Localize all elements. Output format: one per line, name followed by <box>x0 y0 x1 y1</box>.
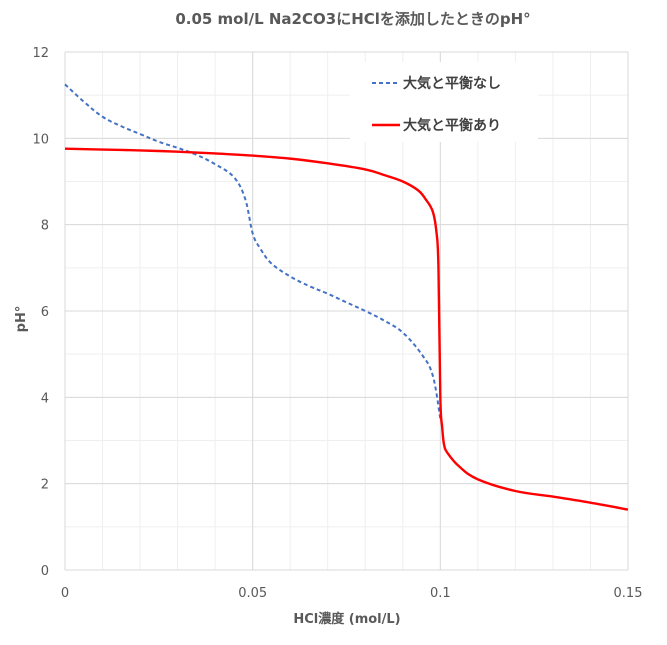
y-tick-label: 4 <box>41 391 49 406</box>
chart-title: 0.05 mol/L Na2CO3にHClを添加したときのpH° <box>175 10 530 28</box>
legend-label-equilibrium: 大気と平衡あり <box>403 117 501 134</box>
y-axis-tick-labels: 0 2 4 6 8 10 12 <box>32 46 49 579</box>
x-tick-label: 0.15 <box>614 586 643 601</box>
x-tick-label: 0 <box>61 586 69 601</box>
x-tick-label: 0.1 <box>430 586 451 601</box>
x-tick-label: 0.05 <box>238 586 267 601</box>
major-gridlines <box>64 51 629 571</box>
legend: 大気と平衡なし 大気と平衡あり <box>350 62 538 142</box>
legend-label-no-equilibrium: 大気と平衡なし <box>403 75 501 92</box>
x-axis-tick-labels: 0 0.05 0.1 0.15 <box>61 586 643 601</box>
x-axis-title: HCl濃度 (mol/L) <box>293 611 400 627</box>
y-tick-label: 2 <box>41 478 49 493</box>
y-tick-label: 0 <box>41 564 49 579</box>
y-tick-label: 8 <box>41 219 49 234</box>
y-axis-title: pH° <box>14 306 29 333</box>
y-tick-label: 10 <box>32 132 49 147</box>
legend-background <box>350 62 538 142</box>
y-tick-label: 12 <box>32 46 49 61</box>
series-line-equilibrium <box>64 147 629 511</box>
series-layer <box>64 83 629 511</box>
y-tick-label: 6 <box>41 305 49 320</box>
